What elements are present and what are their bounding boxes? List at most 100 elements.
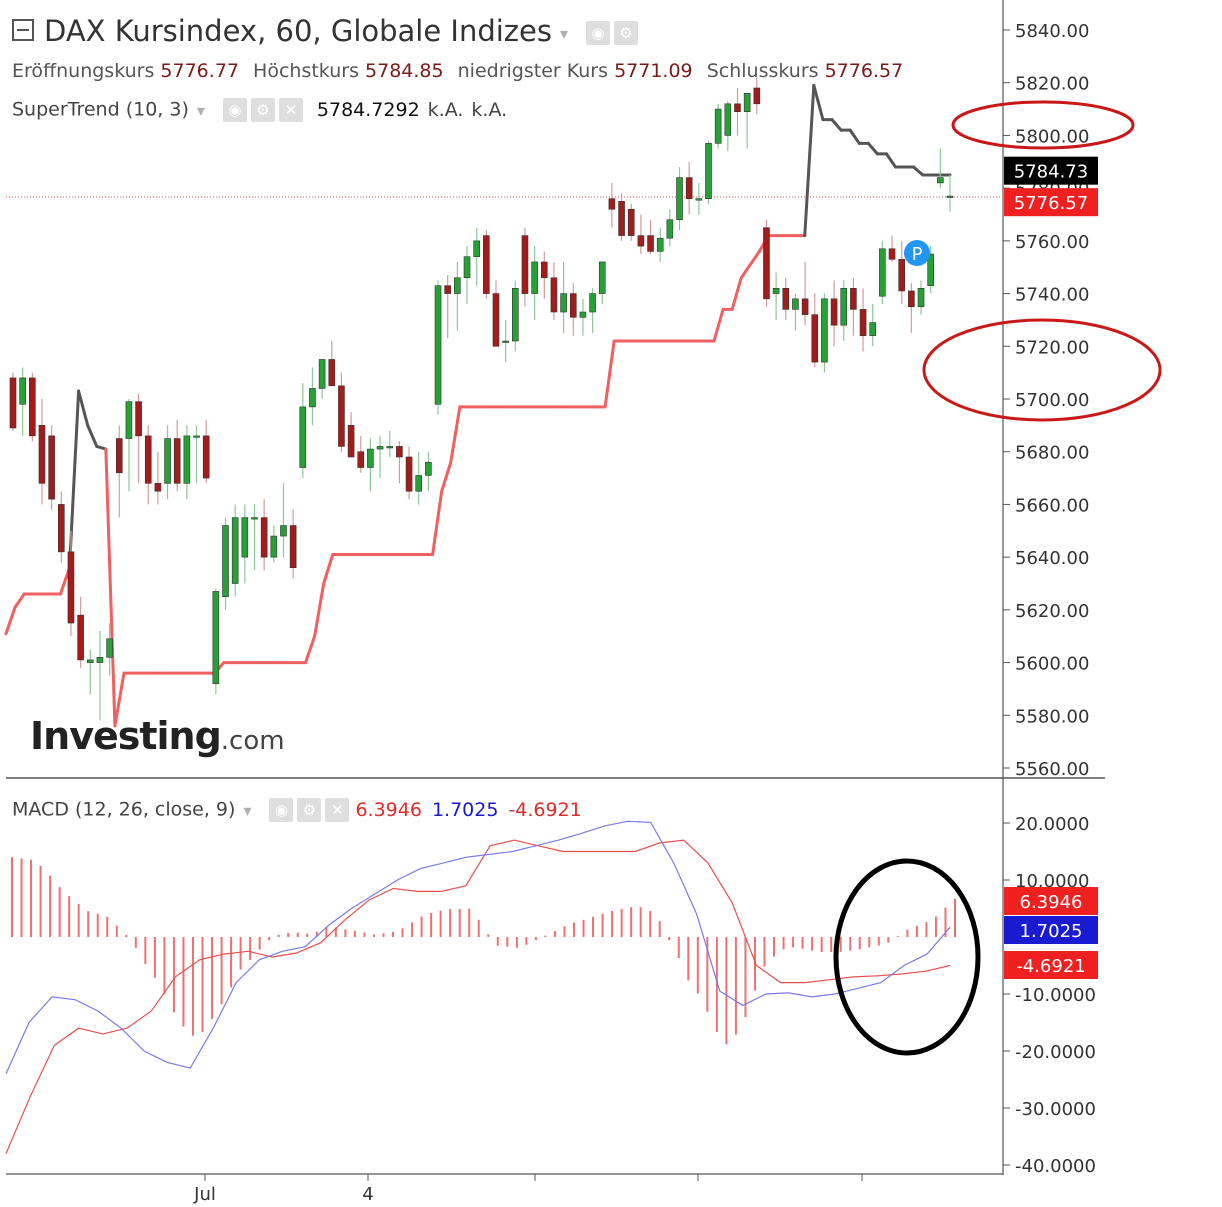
annotations [833, 100, 1162, 1056]
supertrend-segment [803, 83, 816, 238]
candle-body [550, 277, 558, 313]
candle [425, 451, 432, 492]
candle-body [801, 298, 809, 315]
collapse-icon[interactable] [12, 19, 34, 41]
candle-body [743, 92, 751, 113]
close-icon[interactable]: ✕ [325, 798, 350, 822]
gear-icon[interactable]: ⚙ [614, 21, 639, 45]
supertrend-segment [866, 141, 879, 156]
supertrend-segment [884, 152, 898, 169]
candle [917, 280, 925, 315]
candle [811, 293, 819, 368]
candle [801, 261, 809, 326]
candle [173, 420, 181, 492]
candle [473, 227, 480, 286]
candle [792, 293, 799, 331]
signal-value: 1.7025 [431, 798, 499, 821]
candle-body [821, 298, 828, 363]
candle [637, 214, 645, 255]
price-tick-label: 5760.00 [1015, 232, 1089, 253]
price-tick-label: 5840.00 [1015, 21, 1089, 42]
candle [241, 504, 249, 584]
macd-axis: 20.0000 10.0000 -10.0000 -20.0000 -30.0000 -4… [1003, 814, 1096, 1177]
candle [502, 319, 509, 363]
candle [705, 140, 712, 204]
eye-icon[interactable]: ◉ [586, 21, 611, 45]
eye-icon[interactable]: ◉ [269, 798, 294, 822]
candle [869, 304, 877, 347]
time-axis: Jul 4 [193, 1174, 863, 1205]
candle [193, 425, 200, 484]
candle [540, 251, 548, 299]
candle-body [908, 290, 915, 308]
candle [560, 261, 567, 334]
candle [202, 420, 210, 484]
candle-body [9, 377, 17, 429]
price-tick-label: 5820.00 [1015, 74, 1089, 95]
candle [676, 167, 683, 231]
candle-body [241, 517, 249, 558]
supertrend-segment [4, 605, 17, 636]
candle-body [666, 219, 674, 239]
gear-icon[interactable]: ⚙ [250, 98, 275, 122]
value-tag: 6.3946 [1004, 887, 1098, 915]
candle [367, 438, 374, 492]
supertrend-segment [431, 489, 444, 557]
gear-icon[interactable]: ⚙ [297, 798, 322, 822]
time-tick-label: 4 [362, 1184, 373, 1205]
candle [685, 161, 693, 215]
pivot-marker[interactable]: P [904, 240, 930, 266]
red-ellipse-top [951, 100, 1135, 150]
supertrend-segment [86, 423, 99, 448]
supertrend-segment [712, 307, 725, 343]
logo-suffix: .com [220, 726, 285, 756]
supertrend-label: SuperTrend (10, 3) [12, 98, 189, 121]
candle-body [202, 435, 210, 479]
candle [753, 77, 761, 115]
chevron-down-icon[interactable]: ▾ [243, 800, 252, 820]
candles [9, 77, 954, 721]
candle-body [695, 198, 703, 201]
candle [405, 446, 413, 500]
chevron-down-icon[interactable]: ▾ [196, 100, 205, 120]
candle-body [676, 177, 683, 221]
supertrend-na-1: k.A. [427, 98, 464, 121]
candle-body [67, 551, 75, 624]
low-value: 5771.09 [614, 60, 693, 82]
supertrend-segment [440, 460, 453, 493]
candle-body [569, 293, 577, 318]
candle-body [29, 377, 36, 437]
candle-body [309, 388, 316, 408]
value-tag: 5784.73 [1004, 156, 1098, 185]
candle [569, 283, 577, 336]
close-icon[interactable]: ✕ [278, 98, 303, 122]
candle [695, 182, 703, 215]
price-tick-label: 5740.00 [1015, 285, 1089, 306]
candle-body [656, 237, 664, 252]
value-tag: 1.7025 [1004, 916, 1098, 944]
red-ellipse-middle [922, 318, 1162, 422]
candle-body [77, 614, 84, 661]
eye-icon[interactable]: ◉ [222, 98, 247, 122]
candle [144, 425, 152, 505]
candle [589, 288, 596, 334]
candle [289, 509, 297, 579]
candle-body [57, 504, 65, 553]
macd-tick-label: -40.0000 [1015, 1156, 1096, 1177]
chevron-down-icon[interactable]: ▾ [559, 23, 569, 43]
value-tag-label: 5784.73 [1014, 162, 1088, 183]
supertrend-segment [104, 447, 117, 728]
candle [299, 383, 307, 479]
candle-body [647, 235, 654, 252]
time-tick-label: Jul [193, 1184, 216, 1205]
candle [821, 293, 828, 373]
candle [927, 246, 934, 294]
supertrend-segment [848, 128, 861, 145]
candle [9, 372, 17, 431]
signal-line [5, 839, 951, 1154]
supertrend-segment [449, 405, 462, 464]
candle [627, 203, 635, 241]
candle-body [357, 451, 365, 468]
candle [96, 630, 104, 721]
